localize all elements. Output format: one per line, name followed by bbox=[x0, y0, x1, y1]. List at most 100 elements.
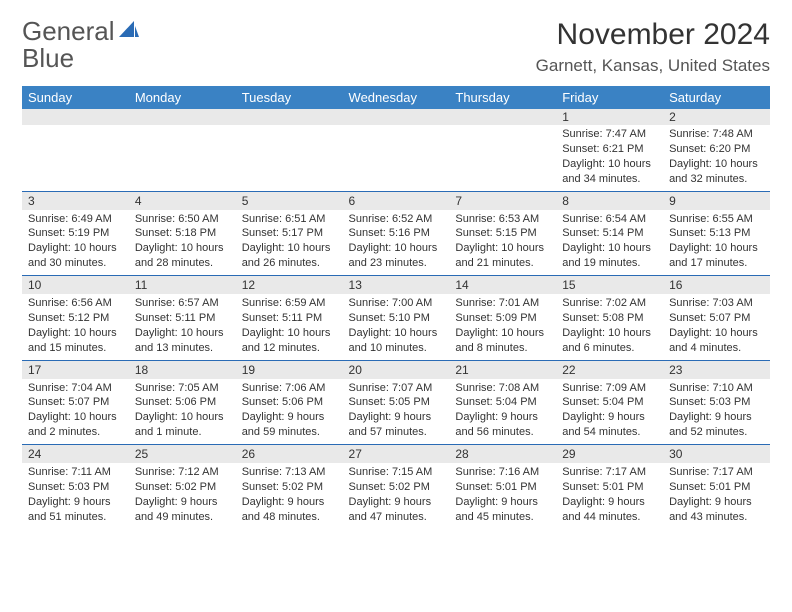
day-header: Monday bbox=[129, 86, 236, 109]
day-header: Sunday bbox=[22, 86, 129, 109]
day-number-cell: 11 bbox=[129, 276, 236, 295]
day-detail-cell: Sunrise: 7:48 AMSunset: 6:20 PMDaylight:… bbox=[663, 125, 770, 191]
sunset-text: Sunset: 5:04 PM bbox=[562, 395, 657, 410]
sunrise-text: Sunrise: 7:12 AM bbox=[135, 465, 230, 480]
sunset-text: Sunset: 5:18 PM bbox=[135, 226, 230, 241]
sunset-text: Sunset: 5:03 PM bbox=[669, 395, 764, 410]
day-number-cell: 13 bbox=[343, 276, 450, 295]
day-detail-cell: Sunrise: 7:02 AMSunset: 5:08 PMDaylight:… bbox=[556, 294, 663, 360]
day-detail-cell: Sunrise: 7:04 AMSunset: 5:07 PMDaylight:… bbox=[22, 379, 129, 445]
sunset-text: Sunset: 5:06 PM bbox=[135, 395, 230, 410]
day-number-cell: 27 bbox=[343, 445, 450, 464]
day-number-cell: 8 bbox=[556, 191, 663, 210]
logo: General Blue bbox=[22, 18, 140, 72]
sunset-text: Sunset: 5:14 PM bbox=[562, 226, 657, 241]
sunrise-text: Sunrise: 6:59 AM bbox=[242, 296, 337, 311]
logo-text-blue: Blue bbox=[22, 43, 74, 73]
daylight-text: Daylight: 9 hours and 45 minutes. bbox=[455, 495, 550, 525]
sunrise-text: Sunrise: 7:10 AM bbox=[669, 381, 764, 396]
day-number-cell: 25 bbox=[129, 445, 236, 464]
day-detail-cell: Sunrise: 7:17 AMSunset: 5:01 PMDaylight:… bbox=[663, 463, 770, 529]
week-daynum-row: 12 bbox=[22, 109, 770, 125]
sunset-text: Sunset: 5:02 PM bbox=[135, 480, 230, 495]
daylight-text: Daylight: 10 hours and 10 minutes. bbox=[349, 326, 444, 356]
day-number-cell: 18 bbox=[129, 360, 236, 379]
day-number-cell: 9 bbox=[663, 191, 770, 210]
daylight-text: Daylight: 10 hours and 17 minutes. bbox=[669, 241, 764, 271]
sunset-text: Sunset: 5:16 PM bbox=[349, 226, 444, 241]
week-detail-row: Sunrise: 6:56 AMSunset: 5:12 PMDaylight:… bbox=[22, 294, 770, 360]
day-detail-cell: Sunrise: 7:15 AMSunset: 5:02 PMDaylight:… bbox=[343, 463, 450, 529]
sunrise-text: Sunrise: 6:52 AM bbox=[349, 212, 444, 227]
day-number-cell: 29 bbox=[556, 445, 663, 464]
week-detail-row: Sunrise: 7:11 AMSunset: 5:03 PMDaylight:… bbox=[22, 463, 770, 529]
sunrise-text: Sunrise: 7:09 AM bbox=[562, 381, 657, 396]
sunrise-text: Sunrise: 6:56 AM bbox=[28, 296, 123, 311]
sunrise-text: Sunrise: 7:01 AM bbox=[455, 296, 550, 311]
daylight-text: Daylight: 9 hours and 52 minutes. bbox=[669, 410, 764, 440]
day-number-cell: 10 bbox=[22, 276, 129, 295]
sunrise-text: Sunrise: 7:04 AM bbox=[28, 381, 123, 396]
day-detail-cell: Sunrise: 7:47 AMSunset: 6:21 PMDaylight:… bbox=[556, 125, 663, 191]
day-number-cell: 16 bbox=[663, 276, 770, 295]
daylight-text: Daylight: 9 hours and 57 minutes. bbox=[349, 410, 444, 440]
day-detail-cell: Sunrise: 7:00 AMSunset: 5:10 PMDaylight:… bbox=[343, 294, 450, 360]
sunrise-text: Sunrise: 6:55 AM bbox=[669, 212, 764, 227]
day-header: Wednesday bbox=[343, 86, 450, 109]
sunrise-text: Sunrise: 7:15 AM bbox=[349, 465, 444, 480]
day-number-cell: 5 bbox=[236, 191, 343, 210]
day-detail-cell bbox=[449, 125, 556, 191]
logo-text: General Blue bbox=[22, 18, 115, 72]
day-number-cell bbox=[129, 109, 236, 125]
daylight-text: Daylight: 10 hours and 2 minutes. bbox=[28, 410, 123, 440]
day-header: Tuesday bbox=[236, 86, 343, 109]
sunrise-text: Sunrise: 7:48 AM bbox=[669, 127, 764, 142]
day-detail-cell: Sunrise: 7:03 AMSunset: 5:07 PMDaylight:… bbox=[663, 294, 770, 360]
calendar-table: Sunday Monday Tuesday Wednesday Thursday… bbox=[22, 86, 770, 529]
sunset-text: Sunset: 5:15 PM bbox=[455, 226, 550, 241]
sunset-text: Sunset: 5:04 PM bbox=[455, 395, 550, 410]
week-detail-row: Sunrise: 7:47 AMSunset: 6:21 PMDaylight:… bbox=[22, 125, 770, 191]
week-daynum-row: 24252627282930 bbox=[22, 445, 770, 464]
sunset-text: Sunset: 5:01 PM bbox=[455, 480, 550, 495]
day-detail-cell: Sunrise: 7:05 AMSunset: 5:06 PMDaylight:… bbox=[129, 379, 236, 445]
day-number-cell bbox=[449, 109, 556, 125]
day-detail-cell: Sunrise: 7:08 AMSunset: 5:04 PMDaylight:… bbox=[449, 379, 556, 445]
sunrise-text: Sunrise: 7:00 AM bbox=[349, 296, 444, 311]
sunrise-text: Sunrise: 6:57 AM bbox=[135, 296, 230, 311]
sunrise-text: Sunrise: 6:50 AM bbox=[135, 212, 230, 227]
daylight-text: Daylight: 10 hours and 13 minutes. bbox=[135, 326, 230, 356]
day-number-cell: 7 bbox=[449, 191, 556, 210]
sunset-text: Sunset: 5:11 PM bbox=[242, 311, 337, 326]
title-block: November 2024 Garnett, Kansas, United St… bbox=[536, 18, 770, 76]
day-number-cell: 4 bbox=[129, 191, 236, 210]
day-detail-cell: Sunrise: 7:09 AMSunset: 5:04 PMDaylight:… bbox=[556, 379, 663, 445]
day-detail-cell: Sunrise: 6:56 AMSunset: 5:12 PMDaylight:… bbox=[22, 294, 129, 360]
day-detail-cell bbox=[343, 125, 450, 191]
daylight-text: Daylight: 10 hours and 15 minutes. bbox=[28, 326, 123, 356]
day-number-cell bbox=[236, 109, 343, 125]
daylight-text: Daylight: 10 hours and 21 minutes. bbox=[455, 241, 550, 271]
day-number-cell: 17 bbox=[22, 360, 129, 379]
day-detail-cell: Sunrise: 6:54 AMSunset: 5:14 PMDaylight:… bbox=[556, 210, 663, 276]
daylight-text: Daylight: 10 hours and 12 minutes. bbox=[242, 326, 337, 356]
location: Garnett, Kansas, United States bbox=[536, 56, 770, 76]
day-detail-cell: Sunrise: 7:01 AMSunset: 5:09 PMDaylight:… bbox=[449, 294, 556, 360]
sunset-text: Sunset: 6:20 PM bbox=[669, 142, 764, 157]
daylight-text: Daylight: 10 hours and 28 minutes. bbox=[135, 241, 230, 271]
sunrise-text: Sunrise: 7:17 AM bbox=[562, 465, 657, 480]
day-number-cell: 6 bbox=[343, 191, 450, 210]
daylight-text: Daylight: 9 hours and 47 minutes. bbox=[349, 495, 444, 525]
sunset-text: Sunset: 5:19 PM bbox=[28, 226, 123, 241]
sunset-text: Sunset: 5:03 PM bbox=[28, 480, 123, 495]
sunrise-text: Sunrise: 7:07 AM bbox=[349, 381, 444, 396]
daylight-text: Daylight: 9 hours and 43 minutes. bbox=[669, 495, 764, 525]
day-header: Friday bbox=[556, 86, 663, 109]
sunrise-text: Sunrise: 6:49 AM bbox=[28, 212, 123, 227]
daylight-text: Daylight: 10 hours and 4 minutes. bbox=[669, 326, 764, 356]
day-number-cell bbox=[22, 109, 129, 125]
sunrise-text: Sunrise: 7:17 AM bbox=[669, 465, 764, 480]
sunrise-text: Sunrise: 6:53 AM bbox=[455, 212, 550, 227]
day-number-cell: 3 bbox=[22, 191, 129, 210]
daylight-text: Daylight: 9 hours and 44 minutes. bbox=[562, 495, 657, 525]
